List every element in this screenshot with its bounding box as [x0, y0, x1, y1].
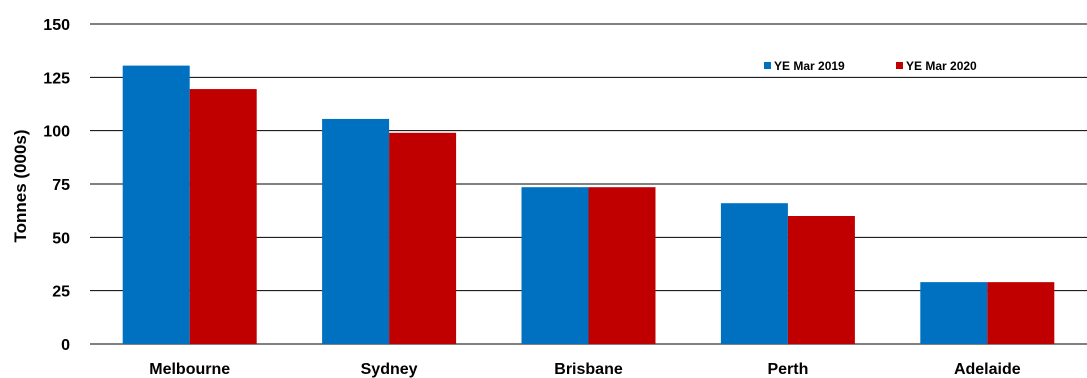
- legend-label: YE Mar 2020: [906, 59, 977, 73]
- y-tick-label: 50: [52, 230, 70, 247]
- x-tick-label: Sydney: [361, 361, 418, 378]
- bar-adelaide-series-1: [920, 282, 988, 344]
- bar-perth-series-2: [787, 216, 855, 344]
- y-tick-label: 125: [43, 70, 70, 87]
- bar-sydney-series-2: [389, 132, 457, 344]
- x-tick-label: Brisbane: [554, 361, 623, 378]
- y-tick-label: 100: [43, 124, 70, 141]
- bar-adelaide-series-2: [987, 282, 1055, 344]
- y-tick-label: 0: [61, 337, 70, 354]
- bar-melbourne-series-1: [122, 65, 190, 344]
- x-tick-label: Melbourne: [149, 361, 230, 378]
- legend-swatch: [764, 62, 771, 69]
- legend: YE Mar 2019 YE Mar 2020: [764, 59, 977, 73]
- x-tick-label: Adelaide: [954, 361, 1021, 378]
- bar-melbourne-series-2: [189, 89, 257, 344]
- bar-brisbane-series-2: [588, 187, 656, 344]
- x-axis-ticks: Melbourne Sydney Brisbane Perth Adelaide: [149, 361, 1020, 378]
- legend-label: YE Mar 2019: [774, 59, 845, 73]
- y-tick-label: 150: [43, 17, 70, 34]
- y-tick-label: 75: [52, 177, 70, 194]
- bar-sydney-series-1: [322, 118, 390, 344]
- bar-brisbane-series-1: [521, 187, 589, 344]
- y-tick-label: 25: [52, 284, 70, 301]
- y-axis-title: Tonnes (000s): [11, 129, 30, 242]
- legend-swatch: [896, 62, 903, 69]
- bars: [122, 65, 1055, 344]
- x-tick-label: Perth: [767, 361, 808, 378]
- y-axis-ticks: 0 25 50 75 100 125 150: [43, 17, 70, 354]
- bar-perth-series-1: [720, 203, 788, 344]
